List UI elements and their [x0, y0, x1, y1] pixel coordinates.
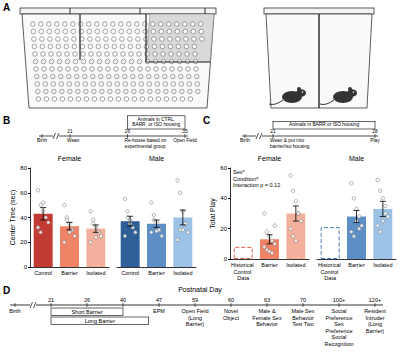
svg-text:Short Barrier: Short Barrier — [71, 309, 102, 315]
svg-text:Open Field: Open Field — [182, 308, 209, 314]
svg-text:Female: Female — [58, 155, 81, 162]
svg-text:Historical: Historical — [231, 262, 255, 268]
svg-text:Control: Control — [234, 269, 253, 275]
svg-text:Sex: Sex — [334, 321, 344, 327]
svg-text:Male &: Male & — [258, 308, 275, 314]
svg-text:80: 80 — [20, 165, 27, 171]
svg-text:Total Play: Total Play — [209, 198, 217, 229]
svg-text:Male Sex: Male Sex — [292, 308, 315, 314]
svg-text:Behavior: Behavior — [256, 321, 278, 327]
svg-text:Control: Control — [34, 270, 52, 276]
svg-text:Wean: Wean — [67, 138, 80, 143]
svg-text:Male: Male — [349, 155, 364, 162]
svg-text:Recognition: Recognition — [324, 341, 353, 347]
svg-text:BARR, or ISO housing: BARR, or ISO housing — [132, 122, 180, 127]
svg-text:20: 20 — [220, 226, 227, 232]
svg-text:Object: Object — [223, 315, 239, 321]
svg-text:Control: Control — [321, 269, 340, 275]
svg-text:47: 47 — [156, 297, 162, 303]
svg-text:Center Time (sec): Center Time (sec) — [9, 190, 17, 246]
svg-text:B: B — [3, 115, 10, 126]
svg-text:Behavior: Behavior — [292, 315, 314, 321]
svg-text:28: 28 — [372, 129, 378, 134]
svg-text:Resident: Resident — [364, 308, 386, 314]
svg-text:Preference: Preference — [326, 315, 353, 321]
svg-text:40: 40 — [20, 215, 27, 221]
svg-text:21: 21 — [67, 129, 73, 134]
svg-text:Barrier): Barrier) — [366, 328, 385, 334]
svg-text:26: 26 — [84, 297, 90, 303]
svg-text:Birth: Birth — [9, 308, 20, 314]
svg-text:Data: Data — [237, 275, 250, 281]
svg-text:Barrier: Barrier — [61, 270, 78, 276]
svg-text:barrier/iso housing: barrier/iso housing — [270, 144, 310, 149]
svg-text:Historical: Historical — [318, 262, 342, 268]
svg-text:Social: Social — [332, 334, 347, 340]
svg-text:Barrier): Barrier) — [186, 321, 205, 327]
svg-text:Re-house based on: Re-house based on — [125, 138, 167, 143]
svg-text:A: A — [3, 2, 10, 13]
svg-text:Isolated: Isolated — [173, 270, 192, 276]
svg-text:Sex*: Sex* — [233, 169, 245, 175]
svg-text:40: 40 — [120, 297, 126, 303]
svg-text:Female: Female — [258, 155, 281, 162]
svg-text:40: 40 — [220, 195, 227, 201]
svg-text:Isolated: Isolated — [373, 262, 392, 268]
svg-text:Long Barrier: Long Barrier — [85, 318, 115, 324]
svg-text:120+: 120+ — [369, 297, 381, 303]
svg-text:Novel: Novel — [224, 308, 238, 314]
svg-text:59: 59 — [192, 297, 198, 303]
svg-text:60: 60 — [228, 297, 234, 303]
svg-text:Isolated: Isolated — [86, 270, 105, 276]
svg-text:Wean & put into: Wean & put into — [270, 138, 304, 143]
svg-text:26: 26 — [125, 129, 131, 134]
svg-text:21: 21 — [270, 129, 276, 134]
svg-text:Birth: Birth — [240, 138, 250, 143]
svg-text:Play: Play — [370, 138, 380, 143]
svg-text:20: 20 — [20, 239, 27, 245]
svg-text:Animals in CTRL,: Animals in CTRL, — [138, 117, 175, 122]
svg-text:Barrier: Barrier — [148, 270, 165, 276]
svg-text:Social: Social — [332, 308, 347, 314]
svg-text:Birth: Birth — [37, 138, 47, 143]
svg-text:Postnatal Day: Postnatal Day — [178, 286, 222, 294]
svg-text:EPM: EPM — [153, 308, 165, 314]
svg-text:Animals in BARR or ISO housing: Animals in BARR or ISO housing — [289, 122, 359, 127]
svg-text:Barrier: Barrier — [261, 262, 278, 268]
svg-text:Female Sex: Female Sex — [252, 315, 282, 321]
svg-text:Open Field: Open Field — [173, 138, 197, 143]
svg-text:Interaction p = 0.12: Interaction p = 0.12 — [233, 182, 280, 188]
svg-text:Control: Control — [121, 270, 139, 276]
svg-text:Intruder: Intruder — [366, 315, 385, 321]
svg-text:60: 60 — [220, 165, 227, 171]
svg-text:Data: Data — [324, 275, 337, 281]
svg-text:D: D — [3, 285, 10, 296]
svg-text:(Long: (Long — [368, 321, 382, 327]
svg-text:70: 70 — [300, 297, 306, 303]
svg-text:Isolated: Isolated — [286, 262, 305, 268]
svg-text:Test Two: Test Two — [292, 321, 314, 327]
svg-text:0: 0 — [24, 264, 28, 270]
svg-text:0: 0 — [224, 256, 228, 262]
svg-text:experimental group: experimental group — [125, 144, 166, 149]
svg-text:35: 35 — [182, 129, 188, 134]
svg-text:60: 60 — [20, 190, 27, 196]
svg-text:(Long: (Long — [188, 315, 202, 321]
svg-text:Male: Male — [149, 155, 164, 162]
svg-text:Preference: Preference — [326, 328, 353, 334]
svg-text:100+: 100+ — [333, 297, 345, 303]
svg-text:Barrier: Barrier — [348, 262, 365, 268]
svg-text:21: 21 — [48, 297, 54, 303]
svg-text:Condition*: Condition* — [233, 176, 259, 182]
svg-text:C: C — [203, 115, 210, 126]
svg-text:63: 63 — [264, 297, 270, 303]
